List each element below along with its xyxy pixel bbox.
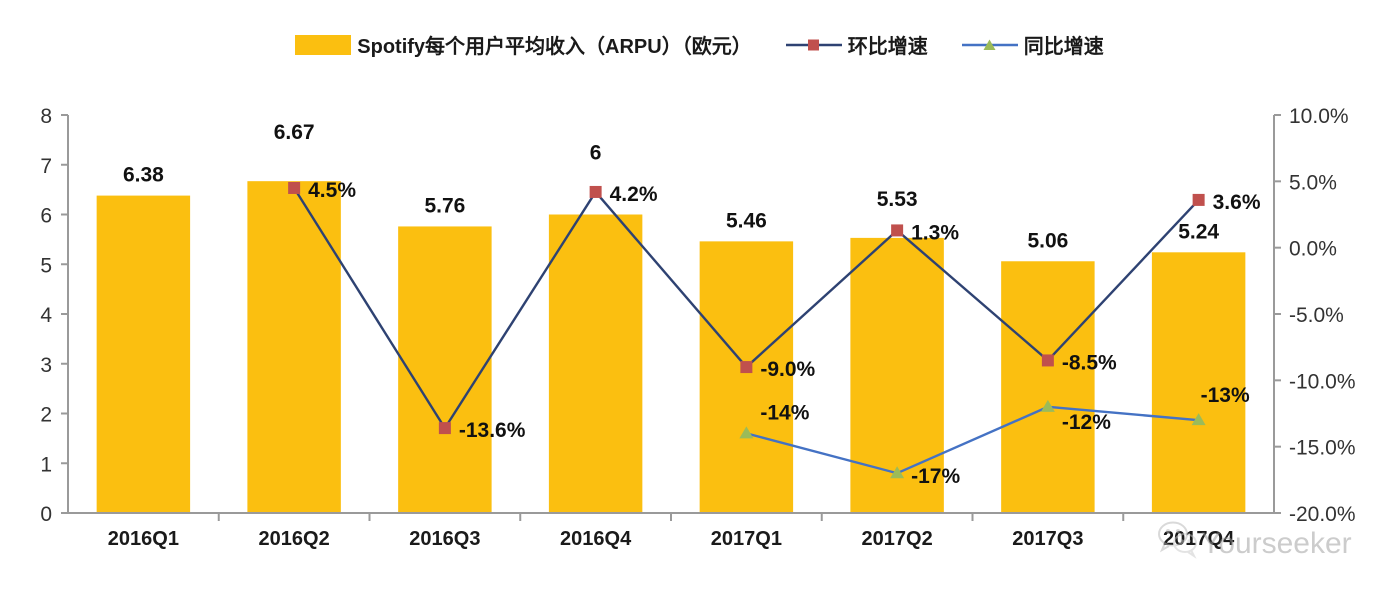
- yoy-data-label-2017Q1: -14%: [760, 401, 809, 424]
- qoq-line-segment: [443, 191, 597, 429]
- qoq-line-marker-2017Q1: [740, 361, 753, 374]
- bar-data-label-2017Q4: 5.24: [1178, 220, 1219, 243]
- yoy-data-label-2017Q3: -12%: [1062, 411, 1111, 434]
- x-axis-category-label: 2016Q4: [560, 528, 632, 550]
- qoq-data-label-2017Q4: 3.6%: [1213, 191, 1261, 214]
- x-axis-category-label: 2017Q2: [862, 528, 933, 550]
- right-axis-tick-label: -20.0%: [1289, 503, 1356, 526]
- x-axis-category-label: 2016Q3: [409, 528, 480, 550]
- x-axis-category-label: 2016Q2: [259, 528, 330, 550]
- legend-qoq-label: 环比增速: [847, 36, 928, 58]
- legend-qoq-line-icon: [785, 38, 842, 52]
- bar-2016Q1: [96, 195, 191, 513]
- left-axis-tick-label: 5: [40, 254, 52, 277]
- legend-item-yoy[interactable]: 同比增速: [961, 30, 1104, 59]
- legend-item-arpu[interactable]: Spotify每个用户平均收入（ARPU）（欧元）: [295, 30, 752, 59]
- legend-yoy-label: 同比增速: [1023, 36, 1104, 58]
- bar-data-label-2016Q2: 6.67: [274, 121, 315, 144]
- left-axis-tick-label: 6: [40, 205, 52, 228]
- qoq-line-segment: [745, 229, 898, 368]
- legend-arpu-label: Spotify每个用户平均收入（ARPU）（欧元）: [357, 36, 752, 58]
- legend-yoy-line-icon: [961, 38, 1018, 52]
- right-axis-tick-label: -15.0%: [1289, 437, 1356, 460]
- bar-data-label-2016Q1: 6.38: [123, 164, 164, 187]
- qoq-line-segment: [896, 229, 1049, 362]
- yoy-line-segment: [746, 432, 898, 475]
- bar-2016Q4: [548, 214, 643, 513]
- qoq-line-marker-2017Q4: [1192, 193, 1205, 206]
- yoy-line-marker-2017Q2: [890, 466, 905, 479]
- qoq-data-label-2017Q3: -8.5%: [1062, 351, 1117, 374]
- qoq-line-marker-2017Q3: [1041, 354, 1054, 367]
- x-axis-category-label: 2017Q4: [1163, 528, 1235, 550]
- qoq-data-label-2016Q2: 4.5%: [308, 179, 356, 202]
- bar-2017Q3: [1001, 261, 1095, 513]
- yoy-line-segment: [1047, 405, 1199, 422]
- right-axis-tick-label: -5.0%: [1289, 304, 1344, 327]
- bar-data-label-2017Q3: 5.06: [1027, 229, 1068, 252]
- qoq-data-label-2017Q1: -9.0%: [760, 358, 815, 381]
- qoq-data-label-2016Q3: -13.6%: [459, 419, 526, 442]
- bar-2017Q1: [699, 241, 794, 514]
- left-axis-tick-label: 3: [40, 354, 52, 377]
- bar-data-label-2016Q4: 6: [590, 142, 602, 165]
- bar-data-label-2017Q1: 5.46: [726, 209, 767, 232]
- left-axis-tick-label: 2: [40, 404, 52, 427]
- right-axis-tick-label: 0.0%: [1289, 238, 1337, 261]
- yoy-line-marker-2017Q3: [1040, 399, 1055, 412]
- bar-2017Q4: [1151, 252, 1246, 513]
- qoq-line-marker-2016Q3: [438, 422, 451, 435]
- left-axis-tick-label: 0: [40, 503, 52, 526]
- yoy-data-label-2017Q4: -13%: [1201, 384, 1250, 407]
- qoq-line-segment: [594, 191, 748, 368]
- x-axis-category-label: 2017Q1: [711, 528, 782, 550]
- yoy-data-label-2017Q2: -17%: [911, 465, 960, 488]
- qoq-line-marker-2016Q2: [288, 181, 301, 194]
- qoq-line-segment: [1047, 199, 1200, 362]
- bar-data-label-2016Q3: 5.76: [424, 194, 465, 217]
- bar-2016Q2: [247, 181, 341, 514]
- left-axis-tick-label: 7: [40, 155, 52, 178]
- bar-2016Q3: [398, 226, 492, 513]
- legend-item-qoq[interactable]: 环比增速: [785, 30, 928, 59]
- right-axis-tick-label: -10.0%: [1289, 370, 1356, 393]
- yoy-line-marker-2017Q1: [739, 426, 754, 439]
- right-axis-tick-label: 5.0%: [1289, 171, 1337, 194]
- yoy-line-marker-2017Q4: [1191, 413, 1206, 426]
- qoq-line-marker-2016Q4: [589, 185, 602, 198]
- qoq-line-marker-2017Q2: [891, 224, 904, 237]
- left-axis-tick-label: 8: [40, 105, 52, 128]
- qoq-data-label-2016Q4: 4.2%: [610, 183, 658, 206]
- bar-data-label-2017Q2: 5.53: [877, 188, 918, 211]
- qoq-data-label-2017Q2: 1.3%: [911, 221, 959, 244]
- left-axis-tick-label: 4: [40, 304, 52, 327]
- x-axis-category-label: 2017Q3: [1012, 528, 1083, 550]
- legend-arpu-bar-icon: [295, 34, 352, 55]
- yoy-line-segment: [896, 405, 1049, 475]
- chart-legend: Spotify每个用户平均收入（ARPU）（欧元） 环比增速 同比增速: [0, 30, 1399, 59]
- x-axis-category-label: 2016Q1: [108, 528, 179, 550]
- left-axis-tick-label: 1: [40, 453, 52, 476]
- qoq-line-segment: [293, 187, 446, 429]
- right-axis-tick-label: 10.0%: [1289, 105, 1349, 128]
